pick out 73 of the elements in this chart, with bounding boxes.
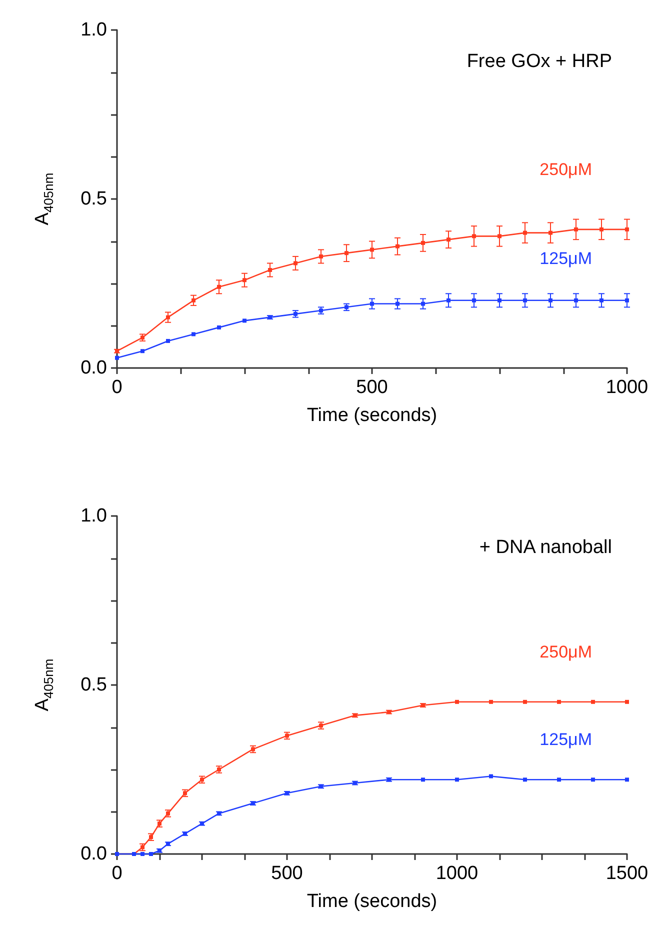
point: [370, 248, 374, 252]
point: [396, 302, 400, 306]
point: [498, 234, 502, 238]
y-tick-label: 0.5: [80, 188, 107, 210]
point: [446, 298, 450, 302]
point: [489, 700, 493, 704]
point: [192, 298, 196, 302]
series-label: 125μM: [540, 730, 592, 750]
point: [574, 298, 578, 302]
text: 250μM: [540, 160, 592, 179]
x-tick-label: 500: [271, 863, 303, 884]
point: [166, 338, 170, 343]
point: [625, 778, 629, 782]
point: [625, 298, 629, 302]
point: [294, 261, 298, 266]
point: [140, 349, 144, 354]
x-tick-label: 1000: [436, 863, 478, 884]
point: [115, 356, 119, 360]
point: [344, 251, 348, 256]
point: [523, 700, 527, 704]
point: [498, 298, 502, 302]
x-axis-title: Time (seconds): [306, 891, 438, 912]
y-tick-label: 0.0: [80, 358, 107, 378]
point: [242, 318, 246, 323]
point: [574, 227, 578, 232]
point: [523, 298, 527, 302]
x-tick-label: 0: [112, 863, 122, 884]
point: [396, 244, 400, 248]
x-tick-label: 1500: [606, 863, 648, 884]
point: [421, 240, 425, 245]
point: [591, 700, 595, 704]
point: [217, 325, 221, 330]
point: [523, 230, 527, 235]
x-tick-label: 500: [356, 377, 388, 398]
y-tick-label: 1.0: [80, 506, 107, 526]
point: [489, 774, 493, 778]
point: [625, 700, 629, 704]
point: [548, 298, 552, 302]
point: [242, 278, 246, 282]
annotation: Free GOx + HRP: [466, 51, 612, 72]
point: [472, 234, 476, 238]
point: [319, 254, 323, 258]
text: 250μM: [540, 642, 592, 662]
series-label: 125μM: [540, 248, 592, 268]
y-tick-label: 0.5: [80, 674, 107, 696]
point: [268, 268, 272, 272]
point: [600, 298, 604, 302]
point: [192, 332, 196, 336]
point: [455, 778, 459, 782]
y-tick-label: 1.0: [80, 20, 107, 40]
point: [421, 302, 425, 306]
x-axis-title: Time (seconds): [306, 405, 438, 426]
point: [421, 778, 425, 782]
y-tick-label: 0.0: [80, 844, 107, 864]
point: [548, 230, 552, 235]
point: [557, 700, 561, 704]
point: [446, 238, 450, 242]
x-tick-label: 0: [112, 377, 122, 398]
annotation: + DNA nanoball: [479, 537, 612, 558]
y-axis-title: A405nm: [32, 172, 56, 226]
point: [625, 227, 629, 232]
point: [370, 302, 374, 306]
point: [217, 284, 221, 289]
point: [455, 700, 459, 704]
point: [472, 298, 476, 302]
point: [166, 315, 170, 320]
point: [591, 778, 595, 782]
y-axis-title: A405nm: [32, 658, 56, 712]
point: [523, 778, 527, 782]
x-tick-label: 1000: [606, 377, 648, 398]
point: [557, 778, 561, 782]
point: [600, 227, 604, 232]
point: [149, 852, 153, 856]
